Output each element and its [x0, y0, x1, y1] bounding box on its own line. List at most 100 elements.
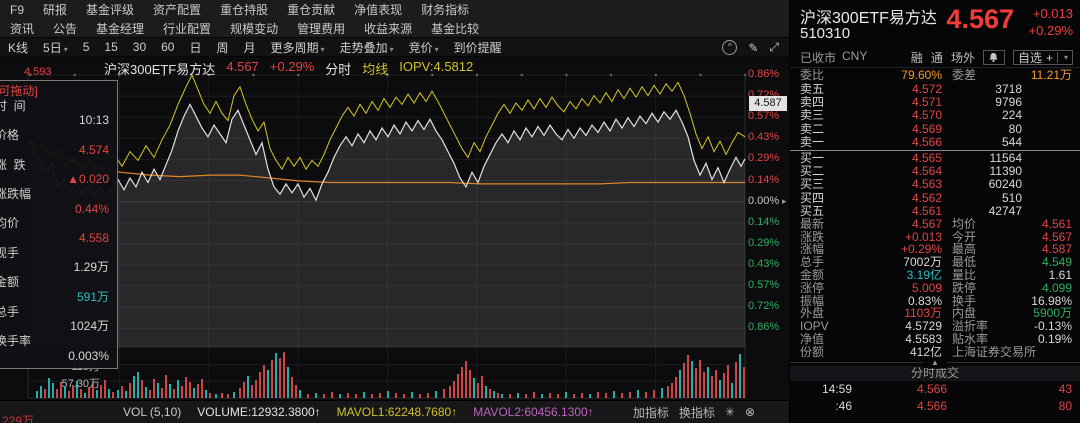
toolbar-item-K线[interactable]: K线: [8, 40, 29, 55]
toolbar-item-30[interactable]: 30: [132, 40, 147, 54]
chevron-down-icon: ▾: [434, 44, 439, 54]
orderbook-row[interactable]: 卖四 4.571 9796: [800, 95, 1022, 110]
menu-item-行业配置[interactable]: 行业配置: [163, 22, 212, 36]
mavol2-value: MAVOL2:60456.1300↑: [473, 405, 594, 419]
quote-panel: 沪深300ETF易方达 510310 4.567 +0.013 +0.29% 已…: [790, 0, 1080, 423]
chevron-down-icon: ▾: [389, 44, 394, 54]
orderbook-separator: [790, 149, 1080, 151]
tag-通[interactable]: 通: [930, 51, 943, 65]
trade-row[interactable]: :46 4.566 80: [835, 399, 1072, 413]
trade-row[interactable]: 14:59 4.566 43: [821, 382, 1072, 396]
switch-indicator-button[interactable]: 换指标: [678, 405, 715, 420]
intraday-chart: [27, 73, 747, 399]
vol-indicator-label[interactable]: VOL (5,10): [123, 405, 182, 419]
menu-item-重仓贡献[interactable]: 重仓贡献: [287, 3, 336, 17]
menu-item-基金评级[interactable]: 基金评级: [86, 3, 135, 17]
menu-item-基金经理[interactable]: 基金经理: [96, 22, 145, 36]
stats-row: 总手 7002万 最低 4.549: [800, 255, 1072, 270]
crosshair-tooltip[interactable]: [可拖动] 时 间 10:13 价格 4.574 涨 跌 ▲0.020 涨跌幅 0.44% 均价…: [0, 80, 118, 370]
tooltip-field-label: 总手: [0, 304, 20, 319]
tag-融[interactable]: 融: [910, 51, 923, 65]
tag-场外[interactable]: 场外: [950, 51, 975, 65]
orderbook-row[interactable]: 卖三 4.570 224: [800, 108, 1022, 123]
commission-ratio-row: 委比 79.60% 委差 11.21万: [790, 68, 1080, 83]
toolbar-items: K线 5日 ▾ 5 15 30 60 日周月更多周期 ▾ 走势叠加 ▾ 竞价 ▾ 到价提醒: [8, 39, 502, 56]
add-indicator-button[interactable]: 加指标: [632, 405, 669, 420]
toolbar-item-日[interactable]: 日: [189, 40, 202, 55]
price-change: +0.013 +0.29%: [1029, 5, 1073, 39]
menu-item-管理费用[interactable]: 管理费用: [297, 22, 346, 36]
tooltip-field-label: 换手率: [0, 333, 32, 348]
watchlist-label: 自选: [1017, 51, 1042, 65]
orderbook-row[interactable]: 买三 4.563 60240: [800, 177, 1022, 192]
tooltip-field-label: 价格: [0, 128, 20, 143]
menu-item-重仓持股[interactable]: 重仓持股: [220, 3, 269, 17]
menu-item-收益来源[interactable]: 收益来源: [364, 22, 413, 36]
toolbar-item-月[interactable]: 月: [243, 40, 256, 55]
draw-icon[interactable]: ✎: [748, 40, 759, 55]
chart-header: 沪深300ETF易方达 4.567 +0.29% 分时 均线 IOPV:4.58…: [104, 59, 473, 78]
orderbook-row[interactable]: 买四 4.562 510: [800, 190, 1022, 205]
menu-row-2: 资讯 公告 基金经理 行业配置 规模变动 管理费用 收益来源 基金比较: [0, 19, 789, 38]
alert-bell-button[interactable]: [982, 50, 1005, 65]
toolbar-item-更多周期[interactable]: 更多周期 ▾: [270, 40, 325, 55]
orderbook-row[interactable]: 买一 4.565 11564: [800, 150, 1022, 165]
menu-item-资产配置[interactable]: 资产配置: [153, 3, 202, 17]
toolbar-item-15[interactable]: 15: [104, 40, 118, 54]
chart-price: 4.567: [226, 59, 259, 74]
price-line: [29, 103, 746, 202]
menu-item-公告[interactable]: 公告: [53, 22, 78, 36]
menu-item-F9[interactable]: F9: [10, 2, 25, 17]
chart-title: 沪深300ETF易方达: [104, 62, 216, 77]
tooltip-field-value: ▲0.020: [67, 172, 109, 187]
toolbar-item-5日[interactable]: 5日 ▾: [43, 40, 68, 55]
last-price: 4.567: [946, 4, 1014, 34]
menu-item-财务指标[interactable]: 财务指标: [421, 3, 470, 17]
panel-expand-icon[interactable]: ▲: [923, 358, 947, 368]
tab-ma[interactable]: 均线: [362, 62, 389, 77]
volume-bars: [36, 352, 745, 398]
orderbook-row[interactable]: 卖五 4.572 3718: [800, 82, 1022, 96]
menu-item-净值表现[interactable]: 净值表现: [354, 3, 403, 17]
right-axis-label: 0.43%: [748, 131, 780, 144]
toolbar-item-竞价[interactable]: 竞价 ▾: [408, 40, 439, 55]
bell-icon: [989, 53, 998, 63]
stats-row: 金额 3.19亿 量比 1.61: [800, 268, 1072, 283]
intraday-chart-area: 沪深300ETF易方达 4.567 +0.29% 分时 均线 IOPV:4.58…: [0, 57, 789, 400]
close-icon[interactable]: ⊗: [744, 405, 755, 419]
orderbook-row[interactable]: 卖一 4.566 544: [800, 134, 1022, 149]
add-watchlist-button[interactable]: 自选 + ▾: [1012, 50, 1073, 65]
right-axis-label: 0.14%: [748, 173, 780, 186]
menu-item-基金比较[interactable]: 基金比较: [431, 22, 480, 36]
menu-item-规模变动[interactable]: 规模变动: [230, 22, 279, 36]
orderbook-row[interactable]: 买五 4.561 42747: [800, 203, 1022, 218]
menu-item-研报[interactable]: 研报: [43, 3, 68, 17]
toolbar-item-周[interactable]: 周: [216, 40, 229, 55]
tooltip-field-value: 1.29万: [73, 260, 109, 275]
orderbook-row[interactable]: 卖二 4.569 80: [800, 121, 1022, 136]
collapse-circle-icon[interactable]: ^: [722, 40, 738, 55]
chart-change-pct: +0.29%: [269, 59, 315, 74]
right-axis-label: 0.43%: [748, 257, 780, 270]
left-axis-top-label: 4.593: [24, 66, 52, 78]
toolbar-item-到价提醒[interactable]: 到价提醒: [453, 40, 502, 55]
tab-intraday[interactable]: 分时: [325, 62, 352, 77]
watchlist-separator: [1056, 52, 1058, 63]
tooltip-field-value: 4.574: [78, 142, 109, 157]
toolbar-item-走势叠加[interactable]: 走势叠加 ▾: [339, 40, 394, 55]
panel-collapse-handle[interactable]: ▸: [782, 196, 787, 206]
orderbook-row[interactable]: 买二 4.564 11390: [800, 164, 1022, 179]
toolbar-item-5[interactable]: 5: [82, 40, 90, 54]
time-sales-title: 分时成交: [790, 366, 1080, 381]
current-volume-label: 229万: [2, 414, 35, 423]
tooltip-field-value: 0.44%: [74, 201, 109, 216]
security-name: 沪深300ETF易方达: [800, 10, 937, 27]
market-status-row: 已收市 CNY 融通场外 自选 + ▾: [790, 48, 1080, 68]
quote-stats: 最新 4.567 均价 4.561 涨跌 +0.013 今开 4.567 涨幅 +0.29% 最高 4…: [790, 218, 1080, 359]
gear-icon[interactable]: ✳: [724, 405, 735, 419]
toolbar-item-60[interactable]: 60: [161, 40, 175, 54]
fullscreen-icon[interactable]: ⤢: [769, 40, 779, 54]
tooltip-field-label: 时 间: [0, 98, 26, 113]
quote-tags: 融通场外: [911, 49, 975, 66]
menu-item-资讯[interactable]: 资讯: [10, 22, 35, 36]
